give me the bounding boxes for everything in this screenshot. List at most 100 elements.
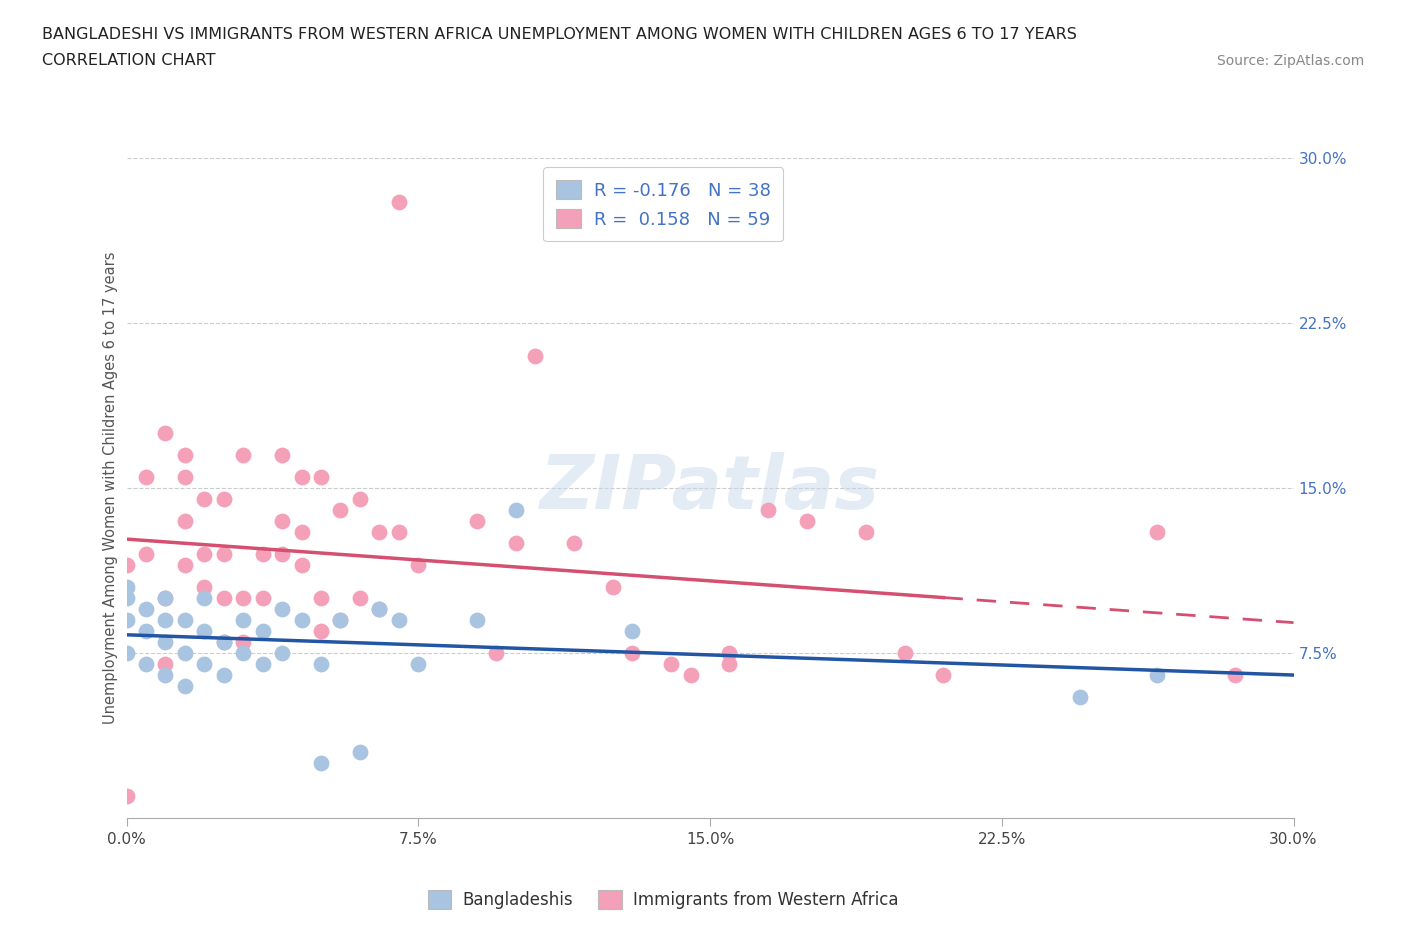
Point: [368, 525, 391, 539]
Point: [505, 536, 527, 551]
Point: [193, 657, 215, 671]
Point: [271, 448, 294, 463]
Point: [309, 657, 332, 671]
Point: [193, 580, 215, 595]
Point: [290, 470, 312, 485]
Point: [232, 635, 254, 650]
Point: [523, 349, 546, 364]
Point: [368, 602, 391, 617]
Point: [232, 448, 254, 463]
Y-axis label: Unemployment Among Women with Children Ages 6 to 17 years: Unemployment Among Women with Children A…: [103, 252, 118, 724]
Point: [174, 448, 197, 463]
Point: [174, 646, 197, 661]
Text: ZIPatlas: ZIPatlas: [540, 452, 880, 525]
Point: [115, 646, 138, 661]
Point: [212, 668, 235, 683]
Point: [252, 657, 274, 671]
Point: [135, 470, 157, 485]
Point: [135, 547, 157, 562]
Point: [155, 591, 177, 605]
Point: [465, 513, 488, 528]
Point: [155, 613, 177, 628]
Text: Source: ZipAtlas.com: Source: ZipAtlas.com: [1216, 54, 1364, 68]
Point: [408, 558, 430, 573]
Point: [155, 657, 177, 671]
Point: [756, 503, 779, 518]
Point: [309, 470, 332, 485]
Point: [155, 591, 177, 605]
Point: [388, 525, 411, 539]
Point: [349, 492, 371, 507]
Point: [309, 624, 332, 639]
Point: [212, 547, 235, 562]
Text: CORRELATION CHART: CORRELATION CHART: [42, 53, 215, 68]
Point: [932, 668, 955, 683]
Point: [290, 558, 312, 573]
Point: [329, 613, 352, 628]
Point: [329, 613, 352, 628]
Point: [893, 646, 915, 661]
Point: [718, 646, 741, 661]
Point: [193, 492, 215, 507]
Point: [659, 657, 682, 671]
Point: [252, 591, 274, 605]
Point: [232, 613, 254, 628]
Point: [562, 536, 585, 551]
Point: [309, 756, 332, 771]
Point: [212, 635, 235, 650]
Point: [855, 525, 877, 539]
Point: [174, 470, 197, 485]
Point: [290, 525, 312, 539]
Point: [485, 646, 508, 661]
Point: [174, 613, 197, 628]
Point: [796, 513, 818, 528]
Point: [115, 613, 138, 628]
Point: [155, 635, 177, 650]
Legend: Bangladeshis, Immigrants from Western Africa: Bangladeshis, Immigrants from Western Af…: [422, 884, 905, 916]
Point: [115, 789, 138, 804]
Point: [408, 657, 430, 671]
Point: [621, 646, 644, 661]
Point: [135, 624, 157, 639]
Point: [505, 503, 527, 518]
Point: [621, 624, 644, 639]
Point: [212, 492, 235, 507]
Point: [232, 646, 254, 661]
Point: [271, 602, 294, 617]
Point: [155, 668, 177, 683]
Point: [602, 580, 624, 595]
Point: [1146, 525, 1168, 539]
Point: [232, 591, 254, 605]
Point: [252, 624, 274, 639]
Point: [271, 646, 294, 661]
Point: [349, 591, 371, 605]
Point: [290, 613, 312, 628]
Point: [368, 602, 391, 617]
Text: BANGLADESHI VS IMMIGRANTS FROM WESTERN AFRICA UNEMPLOYMENT AMONG WOMEN WITH CHIL: BANGLADESHI VS IMMIGRANTS FROM WESTERN A…: [42, 27, 1077, 42]
Point: [115, 580, 138, 595]
Point: [465, 613, 488, 628]
Point: [135, 602, 157, 617]
Point: [349, 745, 371, 760]
Point: [193, 624, 215, 639]
Point: [388, 194, 411, 209]
Point: [174, 513, 197, 528]
Point: [115, 558, 138, 573]
Point: [174, 679, 197, 694]
Point: [155, 426, 177, 441]
Point: [718, 657, 741, 671]
Point: [271, 513, 294, 528]
Point: [252, 547, 274, 562]
Point: [388, 613, 411, 628]
Point: [1146, 668, 1168, 683]
Point: [1069, 690, 1091, 705]
Point: [679, 668, 702, 683]
Point: [212, 591, 235, 605]
Point: [1223, 668, 1246, 683]
Point: [193, 547, 215, 562]
Point: [174, 558, 197, 573]
Point: [212, 635, 235, 650]
Point: [329, 503, 352, 518]
Point: [271, 547, 294, 562]
Point: [135, 657, 157, 671]
